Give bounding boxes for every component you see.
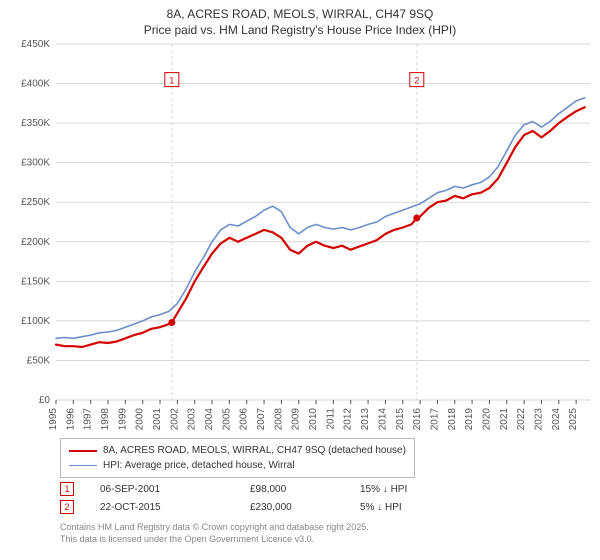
svg-text:2013: 2013	[360, 408, 371, 430]
legend-label: HPI: Average price, detached house, Wirr…	[103, 458, 295, 473]
chart-area: £0 £50K £100K £150K £200K £250K £300K £350K £400…	[4, 40, 596, 430]
chart-svg: £0 £50K £100K £150K £200K £250K £300K £350K £400…	[4, 40, 596, 430]
chart-figure: 8A, ACRES ROAD, MEOLS, WIRRAL, CH47 9SQ …	[0, 0, 600, 560]
svg-text:2007: 2007	[256, 408, 267, 430]
svg-text:£450K: £450K	[21, 40, 50, 50]
svg-text:2012: 2012	[343, 408, 354, 430]
svg-text:1999: 1999	[117, 408, 128, 430]
svg-text:1: 1	[169, 76, 174, 86]
svg-text:1997: 1997	[83, 408, 94, 430]
svg-text:2006: 2006	[239, 408, 250, 430]
svg-text:1995: 1995	[48, 408, 59, 430]
title-line-1: 8A, ACRES ROAD, MEOLS, WIRRAL, CH47 9SQ	[0, 6, 600, 22]
svg-text:1996: 1996	[65, 408, 76, 430]
svg-text:£250K: £250K	[21, 197, 50, 208]
svg-text:2011: 2011	[325, 408, 336, 430]
sale-price: £98,000	[250, 484, 360, 495]
svg-text:2022: 2022	[516, 408, 527, 430]
sale-row: 2 22-OCT-2015£230,0005% ↓ HPI	[60, 498, 470, 516]
svg-text:2016: 2016	[412, 408, 423, 430]
svg-text:1998: 1998	[100, 408, 111, 430]
svg-text:2019: 2019	[464, 408, 475, 430]
legend: 8A, ACRES ROAD, MEOLS, WIRRAL, CH47 9SQ …	[60, 438, 415, 478]
sale-delta: 5% ↓ HPI	[360, 502, 470, 513]
sales-table: 1 06-SEP-2001£98,00015% ↓ HPI 2 22-OCT-2015…	[60, 480, 470, 516]
svg-text:2024: 2024	[551, 408, 562, 430]
svg-text:2023: 2023	[533, 408, 544, 430]
svg-text:2000: 2000	[135, 408, 146, 430]
svg-text:2014: 2014	[377, 408, 388, 430]
svg-text:2017: 2017	[429, 408, 440, 430]
svg-text:£150K: £150K	[21, 276, 50, 287]
svg-text:2: 2	[414, 76, 419, 86]
svg-text:2003: 2003	[187, 408, 198, 430]
footer-line-2: This data is licensed under the Open Gov…	[60, 534, 369, 546]
svg-text:2002: 2002	[169, 408, 180, 430]
sale-row: 1 06-SEP-2001£98,00015% ↓ HPI	[60, 480, 470, 498]
sale-price: £230,000	[250, 502, 360, 513]
svg-text:2018: 2018	[447, 408, 458, 430]
svg-text:2009: 2009	[291, 408, 302, 430]
sale-date: 06-SEP-2001	[100, 484, 250, 495]
svg-text:2020: 2020	[481, 408, 492, 430]
sale-date: 22-OCT-2015	[100, 502, 250, 513]
sale-marker: 1	[60, 482, 74, 496]
svg-text:2008: 2008	[273, 408, 284, 430]
legend-row: 8A, ACRES ROAD, MEOLS, WIRRAL, CH47 9SQ …	[69, 443, 406, 458]
svg-text:£50K: £50K	[27, 355, 51, 366]
svg-text:£400K: £400K	[21, 79, 50, 90]
svg-text:2005: 2005	[221, 408, 232, 430]
svg-text:£100K: £100K	[21, 316, 50, 327]
svg-text:2021: 2021	[499, 408, 510, 430]
footer-attribution: Contains HM Land Registry data © Crown c…	[60, 522, 369, 545]
svg-text:£0: £0	[39, 395, 51, 406]
legend-row: HPI: Average price, detached house, Wirr…	[69, 458, 406, 473]
svg-text:£200K: £200K	[21, 237, 50, 248]
svg-text:£350K: £350K	[21, 118, 50, 129]
svg-text:£300K: £300K	[21, 158, 50, 169]
legend-label: 8A, ACRES ROAD, MEOLS, WIRRAL, CH47 9SQ …	[103, 443, 406, 458]
legend-swatch	[69, 450, 97, 452]
svg-text:2001: 2001	[152, 408, 163, 430]
sale-delta: 15% ↓ HPI	[360, 484, 470, 495]
svg-text:2004: 2004	[204, 408, 215, 430]
title-line-2: Price paid vs. HM Land Registry's House …	[0, 22, 600, 38]
legend-swatch	[69, 465, 97, 466]
svg-text:2015: 2015	[395, 408, 406, 430]
sale-marker: 2	[60, 500, 74, 514]
footer-line-1: Contains HM Land Registry data © Crown c…	[60, 522, 369, 534]
title-block: 8A, ACRES ROAD, MEOLS, WIRRAL, CH47 9SQ …	[0, 0, 600, 40]
svg-text:2010: 2010	[308, 408, 319, 430]
svg-text:2025: 2025	[568, 408, 579, 430]
